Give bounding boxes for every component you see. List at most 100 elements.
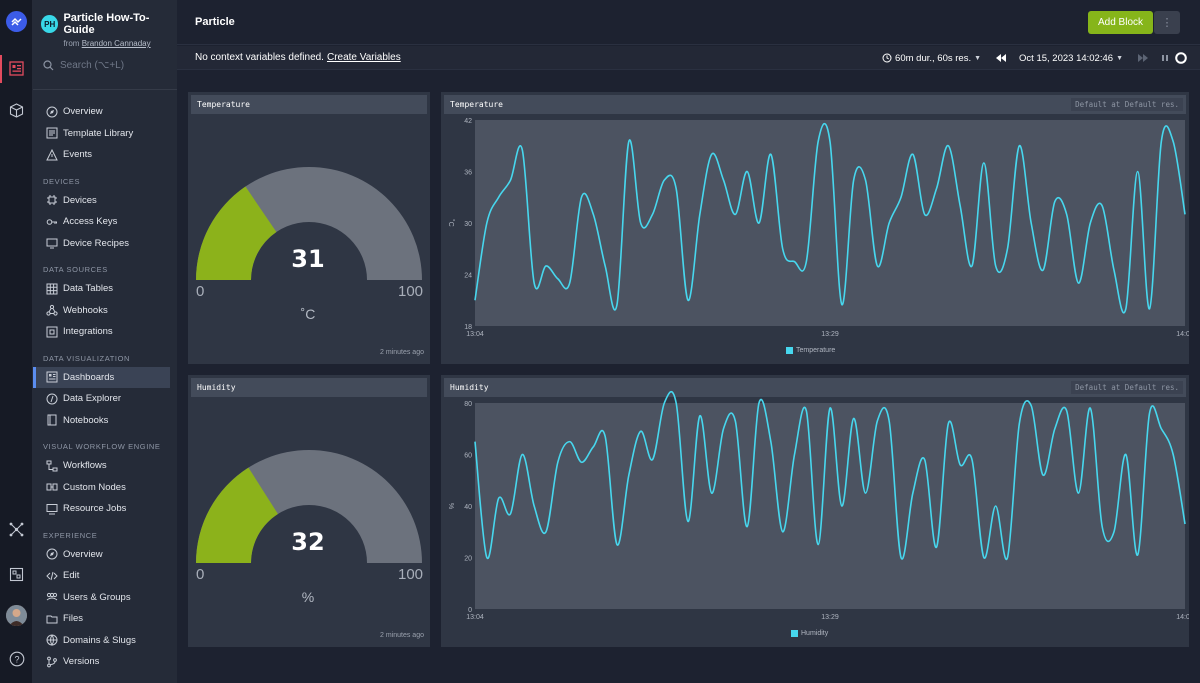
app-logo-icon[interactable] [6, 11, 27, 32]
gauge-value: 32 [291, 528, 325, 556]
section-visual-workflow-engine: VISUAL WORKFLOW ENGINE [43, 442, 161, 451]
chevron-down-icon: ▼ [1116, 54, 1123, 62]
x-tick-label: 14:04 [1176, 614, 1189, 621]
sidebar-item-data-tables[interactable]: Data Tables [33, 278, 177, 300]
org-switcher[interactable]: PH Particle How-To-Guide from Brandon Ca… [41, 12, 177, 48]
y-tick-label: 42 [464, 118, 472, 125]
context-bar: No context variables defined. Create Vari… [177, 46, 1200, 70]
series-line [474, 122, 1186, 314]
folder-icon [46, 615, 58, 624]
sidebar-item-device-recipes[interactable]: Device Recipes [33, 233, 177, 255]
organization-icon[interactable] [6, 564, 27, 585]
y-tick-label: 24 [464, 273, 472, 280]
search-input[interactable]: Search (⌥+L) [43, 60, 124, 71]
panel-title: Temperature Default at Default res. [444, 95, 1186, 114]
sidebar-item-integrations[interactable]: Integrations [33, 321, 177, 343]
humidity-chart-panel[interactable]: Humidity Default at Default res. 0 20 40 60 8… [441, 375, 1189, 647]
dashboard-app-icon[interactable] [6, 58, 27, 79]
recipe-icon [46, 238, 58, 249]
humidity-gauge-panel[interactable]: Humidity 32 0 100 % 2 minutes ago [188, 375, 430, 647]
help-icon[interactable]: ? [6, 648, 27, 669]
temperature-chart-panel[interactable]: Temperature Default at Default res. 18 24 3… [441, 92, 1189, 364]
monitor-icon [46, 503, 58, 515]
sidebar-item-access-keys[interactable]: Access Keys [33, 211, 177, 233]
panel-title: Humidity Default at Default res. [444, 378, 1186, 397]
sidebar-item-dashboards[interactable]: Dashboards [33, 366, 170, 388]
compass-icon [46, 106, 58, 118]
plot-area [475, 403, 1185, 609]
legend-swatch [791, 630, 798, 637]
sidebar-nav: Overview Template Library Events DEVICES… [33, 101, 177, 673]
webhook-icon [46, 305, 58, 316]
sidebar-item-resource-jobs[interactable]: Resource Jobs [33, 498, 177, 520]
gauge-unit: % [301, 589, 315, 605]
globe-icon [46, 634, 58, 647]
pause-icon[interactable] [1161, 53, 1169, 63]
sidebar-item-workflows[interactable]: Workflows [33, 455, 177, 477]
sidebar-item-webhooks[interactable]: Webhooks [33, 300, 177, 322]
gauge-max: 100 [398, 566, 424, 583]
legend-swatch [786, 347, 793, 354]
sidebar-item-versions[interactable]: Versions [33, 651, 177, 673]
resolution-badge: Default at Default res. [1071, 381, 1183, 394]
sidebar-item-events[interactable]: Events [33, 144, 177, 166]
sidebar-item-template-library[interactable]: Template Library [33, 123, 177, 145]
create-variables-link[interactable]: Create Variables [326, 52, 401, 63]
sidebar-item-notebooks[interactable]: Notebooks [33, 410, 177, 432]
sidebar-item-data-explorer[interactable]: Data Explorer [33, 388, 177, 410]
series-line [474, 391, 1186, 561]
temperature-gauge [196, 167, 422, 280]
humidity-line-chart: 0 20 40 60 80 13:04 13:29 14:04% [447, 391, 1189, 621]
user-avatar[interactable] [6, 605, 27, 626]
gauge-max: 100 [398, 283, 424, 300]
gauge-unit: ˚C [300, 306, 316, 322]
rewind-icon[interactable] [995, 53, 1007, 63]
gauge-fill [196, 186, 277, 280]
users-icon [46, 593, 58, 601]
date-selector[interactable]: Oct 15, 2023 14:02:46 ▼ [1019, 52, 1123, 64]
chart-legend[interactable]: Humidity [791, 630, 828, 637]
panel-title: Temperature [191, 95, 427, 114]
y-tick-label: 80 [464, 401, 472, 408]
section-experience: EXPERIENCE [43, 530, 98, 540]
resolution-badge: Default at Default res. [1071, 98, 1183, 111]
org-name: Particle How-To-Guide [63, 12, 150, 36]
y-tick-label: 18 [464, 324, 472, 331]
sidebar-item-domains-slugs[interactable]: Domains & Slugs [33, 630, 177, 652]
page-header: Particle Add Block ⋮ [177, 0, 1200, 45]
sidebar-item-experience-overview[interactable]: Overview [33, 544, 177, 566]
sidebar-item-custom-nodes[interactable]: Custom Nodes [33, 477, 177, 499]
integration-icon [46, 326, 58, 338]
duration-selector[interactable]: 60m dur., 60s res. ▼ [882, 53, 981, 64]
plot-area [475, 120, 1185, 326]
x-tick-label: 14:04 [1176, 331, 1189, 338]
humidity-gauge [196, 450, 422, 563]
y-axis-label: ˚C [447, 219, 455, 226]
package-icon[interactable] [6, 100, 27, 121]
last-updated: 2 minutes ago [380, 349, 424, 356]
network-icon[interactable] [6, 519, 27, 540]
code-icon [46, 571, 58, 580]
fast-forward-icon[interactable] [1137, 53, 1149, 63]
chart-legend[interactable]: Temperature [786, 347, 835, 354]
y-axis-label: % [447, 503, 454, 509]
template-icon [46, 127, 58, 139]
sidebar: PH Particle How-To-Guide from Brandon Ca… [33, 0, 177, 683]
org-avatar: PH [41, 15, 59, 33]
app-rail: ? [0, 0, 33, 683]
sidebar-item-files[interactable]: Files [33, 608, 177, 630]
more-options-button[interactable]: ⋮ [1154, 11, 1180, 34]
x-tick-label: 13:29 [821, 331, 839, 338]
y-tick-label: 30 [464, 221, 472, 228]
sidebar-item-devices[interactable]: Devices [33, 190, 177, 212]
search-icon [43, 60, 54, 71]
add-block-button[interactable]: Add Block [1088, 11, 1153, 34]
section-data-sources: DATA SOURCES [43, 265, 108, 274]
sidebar-item-users-groups[interactable]: Users & Groups [33, 587, 177, 609]
table-icon [46, 283, 58, 295]
compass-icon [46, 548, 58, 560]
org-owner-link[interactable]: Brandon Cannaday [81, 39, 151, 48]
temperature-gauge-panel[interactable]: Temperature 31 0 100 ˚C 2 minutes ago [188, 92, 430, 364]
sidebar-item-overview[interactable]: Overview [33, 101, 177, 123]
sidebar-item-edit[interactable]: Edit [33, 565, 177, 587]
